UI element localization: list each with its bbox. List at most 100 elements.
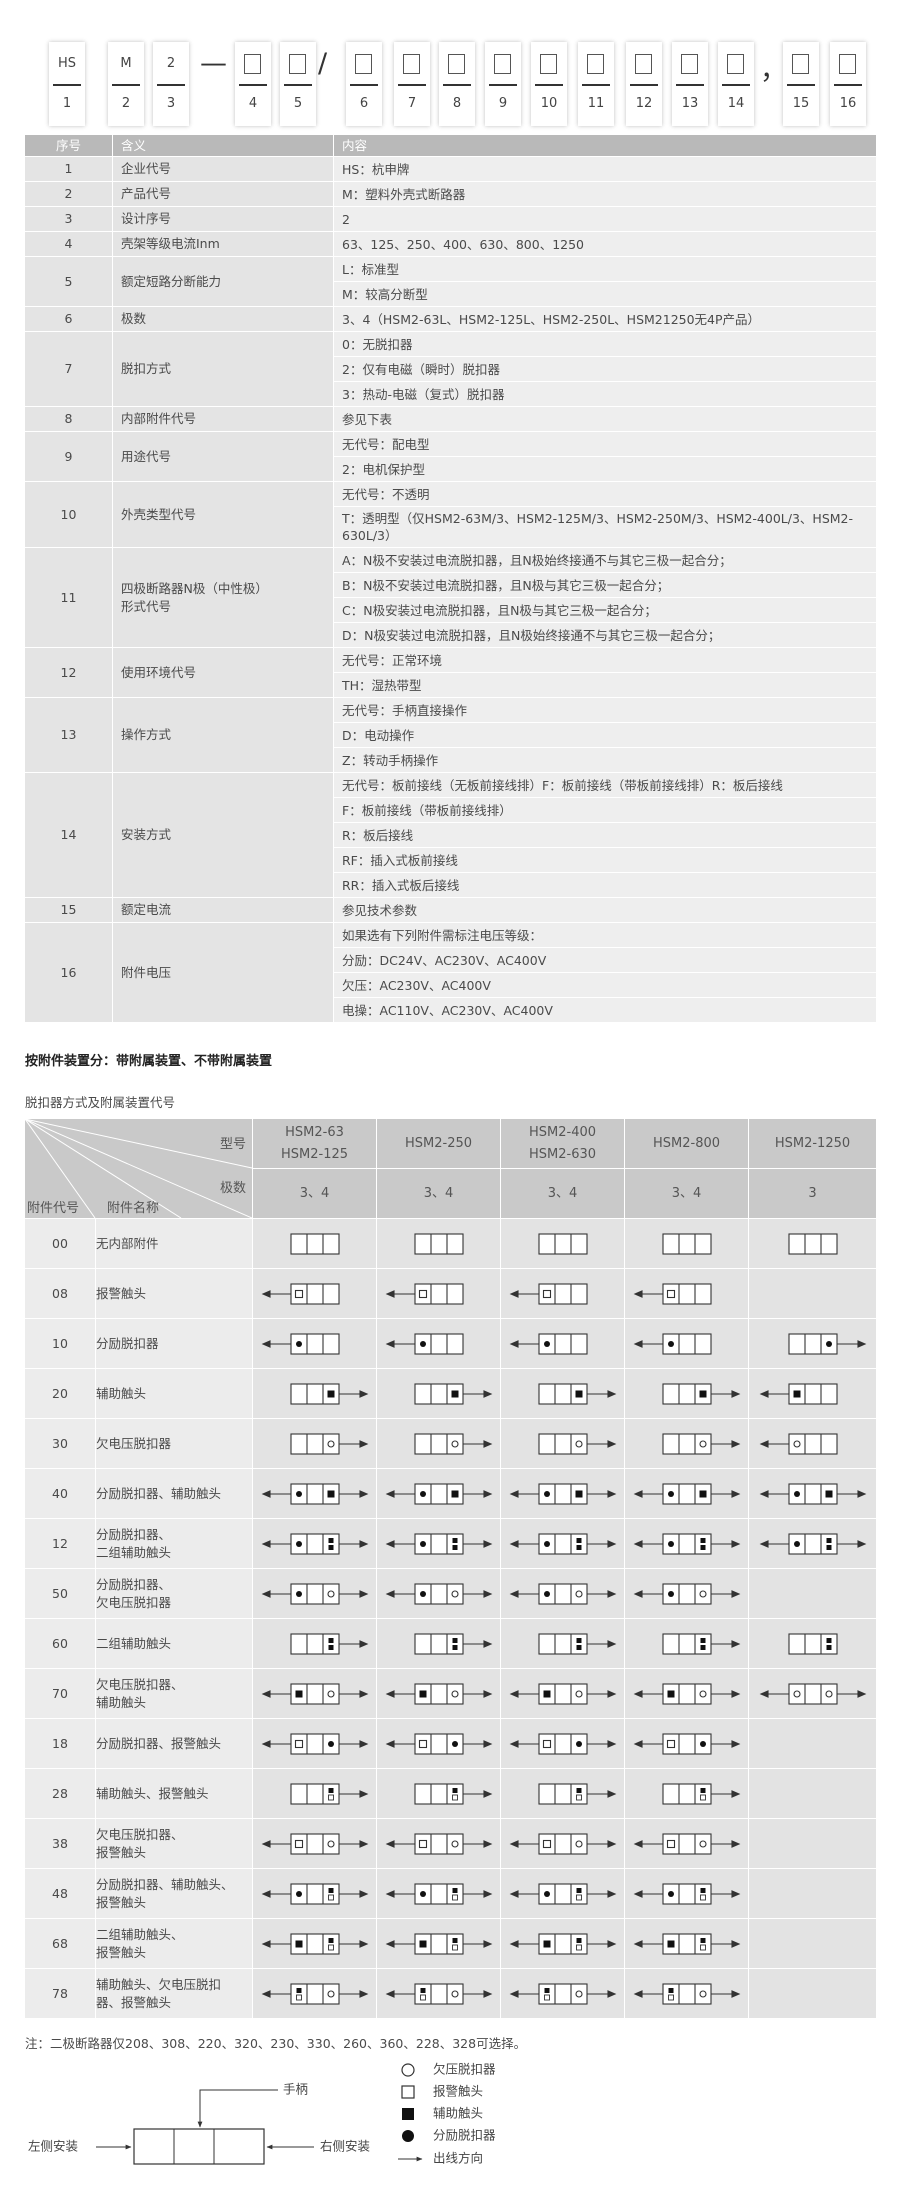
diagram-part: [451, 1794, 458, 1800]
row-number: 8: [25, 407, 112, 431]
accessory-diagram: [385, 1332, 464, 1355]
accessory-diagram: [537, 1632, 616, 1655]
diagram-part: [667, 1590, 674, 1597]
diagram-part: [661, 1732, 712, 1755]
row-number: 6: [25, 307, 112, 331]
diagram-part: [787, 1432, 838, 1455]
row-content: 如果选有下列附件需标注电压等级： 分励：DC24V、AC230V、AC400V 欠压…: [334, 923, 876, 1022]
accessory-diagram: [413, 1782, 492, 1805]
diagram-cell: [749, 1819, 876, 1868]
accessory-diagram: [413, 1382, 492, 1405]
accessory-diagram: [261, 1282, 340, 1305]
diagram-part: [633, 1889, 643, 1898]
content-line: 2: [334, 207, 876, 231]
code-position: 3: [166, 96, 176, 111]
code-placeholder: [587, 54, 604, 74]
content-line: 参见下表: [334, 407, 876, 431]
diagram-part: [450, 1839, 459, 1848]
model-name: HSM2-1250: [774, 1135, 851, 1151]
code-placeholder: [289, 54, 306, 74]
content-line: 电操：AC110V、AC230V、AC400V: [334, 998, 876, 1022]
model-header: HSM2-1250: [749, 1119, 876, 1168]
diagram-part: [576, 1644, 581, 1650]
code-rule: [722, 84, 750, 86]
diagram-part: [289, 1582, 340, 1605]
diagram-part: [294, 1289, 303, 1298]
diagram-part: [787, 1232, 838, 1255]
header-cell: 序号: [25, 135, 112, 156]
diagram-part: [543, 1590, 550, 1597]
accessory-diagram: [385, 1282, 464, 1305]
diagram-cell: [625, 1919, 748, 1968]
shunt-symbol: [402, 2130, 414, 2142]
diagram-part: [787, 1682, 838, 1705]
content-line: HS：杭申牌: [334, 157, 876, 181]
diagram-cell: [749, 1669, 876, 1718]
diagram-part: [327, 1944, 334, 1950]
diagram-cell: [749, 1519, 876, 1568]
row-meaning: 企业代号: [113, 157, 333, 181]
diagram-part: [667, 1690, 674, 1697]
accessory-diagram: [385, 1482, 492, 1505]
accessory-diagram: [261, 1732, 368, 1755]
diagram-part: [666, 1839, 675, 1848]
code-box: 12: [626, 42, 662, 126]
row-meaning: 极数: [113, 307, 333, 331]
diagram-part: [451, 1390, 458, 1397]
accessory-diagram: [787, 1332, 866, 1355]
diagram-part: [328, 1787, 333, 1793]
diagram-part: [700, 1637, 705, 1643]
diagram-cell: [501, 1219, 624, 1268]
diagram-part: [661, 1332, 712, 1355]
accessory-diagram: [633, 1282, 712, 1305]
diagram-part: [700, 1644, 705, 1650]
poles-header: 3: [749, 1169, 876, 1218]
accessory-diagram: [413, 1632, 492, 1655]
diagram-cell: [501, 1369, 624, 1418]
content-line: L：标准型: [334, 257, 876, 281]
diagram-part: [451, 1944, 458, 1950]
diagram-part: [482, 1539, 492, 1548]
code-position: 6: [359, 96, 369, 111]
meaning-line: 使用环境代号: [121, 664, 197, 680]
accessory-diagram: [509, 1282, 588, 1305]
code-separator: —: [200, 48, 227, 79]
diagram-part: [699, 1490, 706, 1497]
diagram-part: [537, 1532, 588, 1555]
row-number: 4: [25, 232, 112, 256]
code-rule: [489, 84, 517, 86]
diagram-part: [482, 1989, 492, 1998]
diagram-part: [730, 1839, 740, 1848]
diagram-part: [289, 1932, 340, 1955]
diagram-cell: [501, 1569, 624, 1618]
accessory-name: 分励脱扣器、辅助触头: [96, 1469, 252, 1518]
code-box: HS 1: [49, 42, 85, 126]
model-header: HSM2-250: [377, 1119, 500, 1168]
diagram-part: [358, 1589, 368, 1598]
diagram-part: [289, 1332, 340, 1355]
content-line: 63、125、250、400、630、800、1250: [334, 232, 876, 256]
code-placeholder: [448, 54, 465, 74]
legend-label: 欠压脱扣器: [433, 2062, 496, 2077]
diagram-part: [413, 1332, 464, 1355]
diagram-part: [452, 1637, 457, 1643]
diagram-cell: [253, 1619, 376, 1668]
accessory-diagram: [759, 1382, 838, 1405]
diagram-part: [537, 1832, 588, 1855]
accessory-code: 00: [25, 1219, 95, 1268]
accessory-code: 12: [25, 1519, 95, 1568]
header-label: 附件代号: [27, 1201, 80, 1216]
meaning-line: 安装方式: [121, 827, 172, 842]
diagonal-line: [25, 1119, 182, 1218]
diagram-part: [544, 1987, 549, 1993]
meaning-line: 形式代号: [121, 598, 172, 614]
diagram-part: [413, 1582, 464, 1605]
code-box: 5: [280, 42, 316, 126]
diagram-part: [482, 1939, 492, 1948]
code-position: 12: [635, 96, 653, 111]
model-header: HSM2-400 HSM2-630: [501, 1119, 624, 1168]
caption: 脱扣器方式及附属装置代号: [25, 1095, 176, 1110]
diagram-part: [289, 1382, 340, 1405]
diagram-part: [574, 1439, 583, 1448]
